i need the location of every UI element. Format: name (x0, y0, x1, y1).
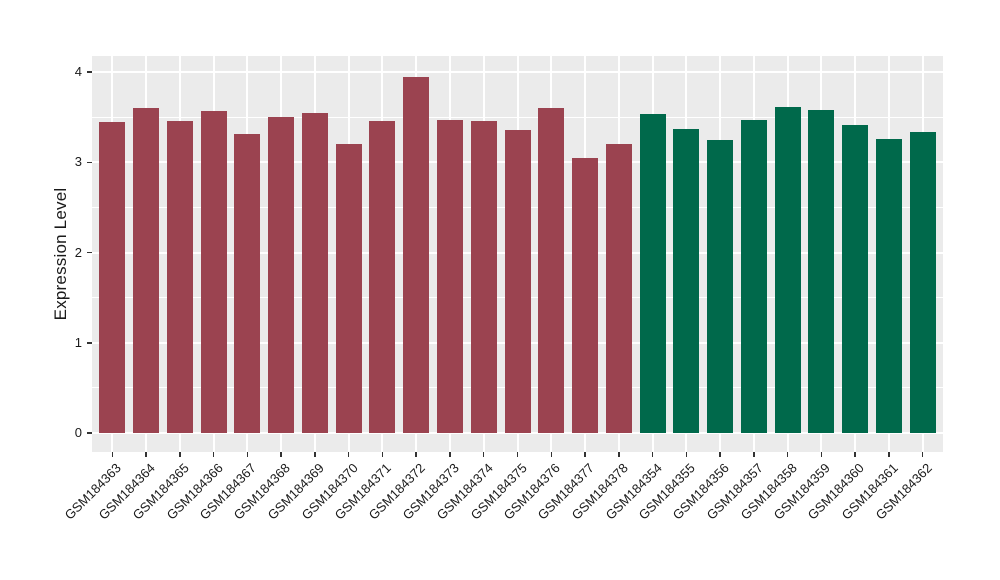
y-tick-label: 3 (74, 154, 82, 170)
x-tick-mark (381, 452, 384, 457)
x-tick-mark (145, 452, 147, 457)
x-tick-mark (618, 452, 620, 457)
x-tick-mark (786, 452, 789, 457)
x-tick-mark (753, 452, 755, 457)
bar-GSM184368 (268, 117, 295, 433)
bar-GSM184374 (470, 120, 497, 433)
bar-GSM184375 (504, 129, 531, 433)
x-tick-mark (854, 452, 856, 457)
bar-GSM184377 (572, 157, 599, 433)
x-tick-mark (516, 452, 519, 457)
bar-GSM184371 (369, 120, 396, 433)
bar-GSM184359 (808, 109, 835, 433)
x-tick-mark (550, 452, 553, 457)
x-tick-mark (415, 452, 417, 457)
x-tick-mark (280, 452, 282, 457)
y-tick-label: 0 (74, 425, 82, 440)
x-tick-mark (212, 452, 215, 457)
bar-GSM184358 (774, 107, 801, 433)
x-tick-mark (584, 452, 586, 457)
y-tick-mark (87, 161, 92, 163)
x-tick-mark (482, 452, 485, 457)
x-tick-mark (719, 452, 721, 457)
x-tick-mark (347, 452, 350, 457)
y-tick-mark (87, 71, 92, 73)
bar-GSM184367 (234, 134, 261, 433)
bar-GSM184355 (673, 128, 700, 433)
bar-GSM184366 (200, 110, 227, 433)
x-tick-mark (685, 452, 688, 457)
y-tick-label: 1 (74, 334, 82, 350)
y-tick-label: 4 (74, 64, 82, 79)
bar-GSM184376 (538, 108, 565, 433)
y-tick-mark (87, 342, 92, 344)
x-tick-mark (820, 452, 823, 457)
bar-GSM184378 (605, 144, 632, 433)
bar-GSM184373 (436, 119, 463, 433)
bar-GSM184372 (403, 76, 430, 433)
bar-GSM184369 (301, 112, 328, 433)
x-tick-mark (246, 452, 249, 457)
y-tick-mark (87, 251, 92, 254)
bar-GSM184357 (740, 119, 767, 433)
bar-GSM184364 (133, 108, 160, 433)
x-tick-mark (111, 452, 113, 457)
bar-GSM184360 (842, 125, 869, 433)
y-tick-label: 2 (74, 244, 82, 260)
x-tick-mark (921, 452, 924, 457)
x-tick-mark (314, 452, 316, 457)
bar-GSM184356 (707, 139, 734, 433)
y-tick-mark (87, 432, 92, 434)
x-tick-mark (888, 452, 890, 457)
x-tick-mark (179, 452, 181, 457)
bar-GSM184361 (875, 138, 902, 433)
bar-GSM184370 (335, 144, 362, 433)
bar-GSM184362 (909, 131, 936, 433)
plot-panel (92, 56, 943, 452)
bar-GSM184363 (99, 121, 126, 433)
x-tick-mark (651, 452, 654, 457)
bar-GSM184354 (639, 114, 666, 433)
x-tick-mark (449, 452, 451, 457)
bar-GSM184365 (166, 120, 193, 433)
